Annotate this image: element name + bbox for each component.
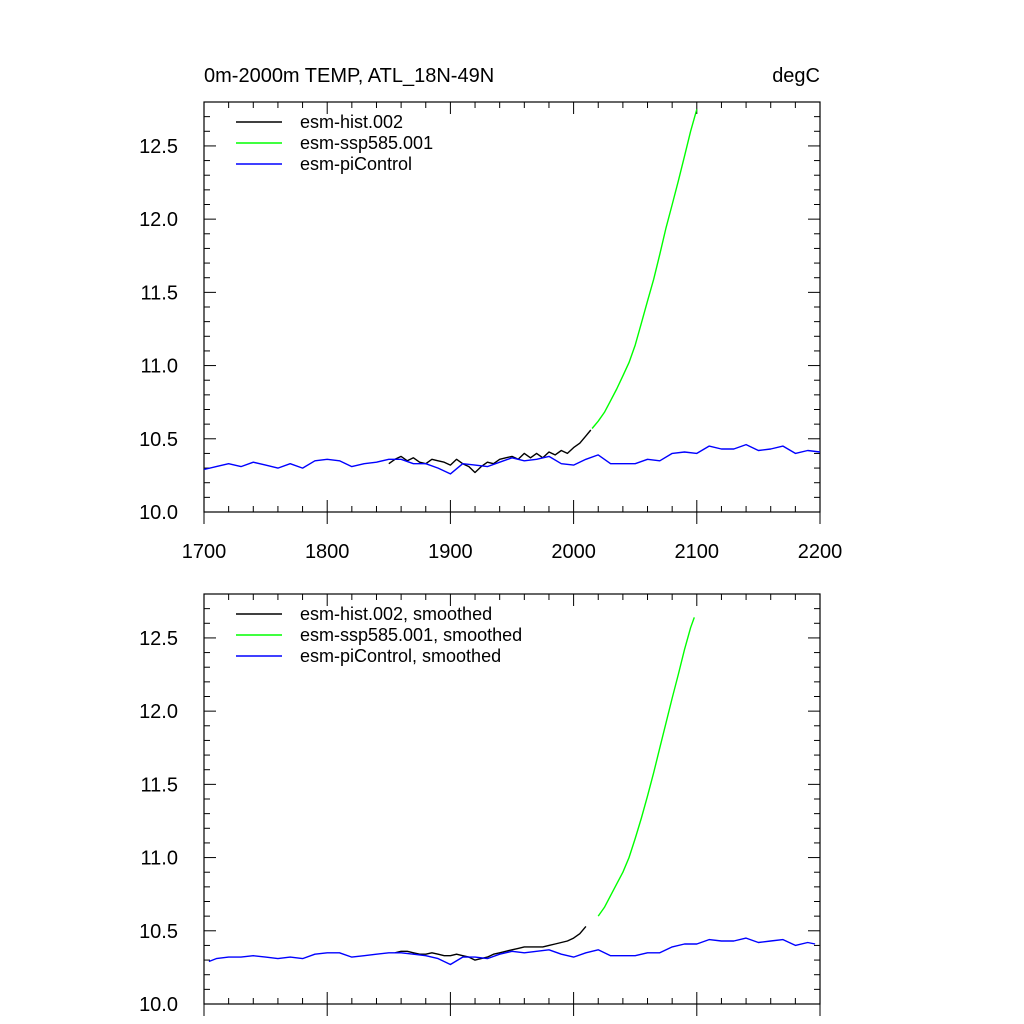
legend-label-0: esm-hist.002, smoothed (300, 604, 492, 624)
bottom-panel: 10.0 10.5 11.0 11.5 12.0 12.5 esm-hist.002, s… (139, 593, 821, 1016)
series-line-1 (597, 617, 695, 917)
legend-label-1: esm-ssp585.001 (300, 133, 433, 153)
series-line-1 (591, 109, 698, 429)
y-tick-label: 10.0 (139, 994, 178, 1016)
series-line-0 (388, 429, 592, 474)
legend-label-0: esm-hist.002 (300, 112, 403, 132)
y-tick-label: 10.5 (139, 429, 178, 451)
series-group-top (203, 109, 821, 475)
y-tick-label: 10.5 (139, 921, 178, 943)
y-tick-label: 11.0 (141, 848, 178, 870)
y-tick-label: 11.0 (141, 356, 178, 378)
y-tick-label: 12.5 (139, 136, 178, 158)
legend-label-2: esm-piControl (300, 154, 412, 174)
top-panel: 0m-2000m TEMP, ATL_18N-49N degC 1700 1800… (139, 65, 842, 563)
x-tick-label: 1800 (305, 541, 350, 563)
series-line-2 (203, 443, 821, 475)
x-tick-label: 2200 (798, 541, 843, 563)
plot-frame-top (203, 101, 821, 513)
axis-ticks-bottom: 10.0 10.5 11.0 11.5 12.0 12.5 (139, 594, 821, 1016)
x-tick-label: 2100 (675, 541, 720, 563)
series-line-2 (208, 937, 816, 966)
x-tick-label: 1900 (428, 541, 473, 563)
y-tick-label: 10.0 (139, 502, 178, 524)
y-tick-label: 12.0 (139, 209, 178, 231)
x-tick-label: 1700 (182, 541, 227, 563)
y-tick-label: 12.5 (139, 628, 178, 650)
plot-frame-bottom (203, 593, 821, 1005)
y-tick-label: 12.0 (139, 701, 178, 723)
x-tick-label: 2000 (551, 541, 596, 563)
legend-label-1: esm-ssp585.001, smoothed (300, 625, 522, 645)
units-label: degC (772, 65, 820, 87)
series-line-0 (394, 925, 587, 961)
chart-title: 0m-2000m TEMP, ATL_18N-49N (204, 65, 494, 87)
axis-ticks-top: 1700 1800 1900 2000 2100 2200 10.0 10.5 11.0 11.5… (139, 102, 842, 563)
y-tick-label: 11.5 (141, 282, 178, 304)
legend-label-2: esm-piControl, smoothed (300, 646, 501, 666)
series-group-bottom (208, 617, 816, 966)
y-tick-label: 11.5 (141, 774, 178, 796)
